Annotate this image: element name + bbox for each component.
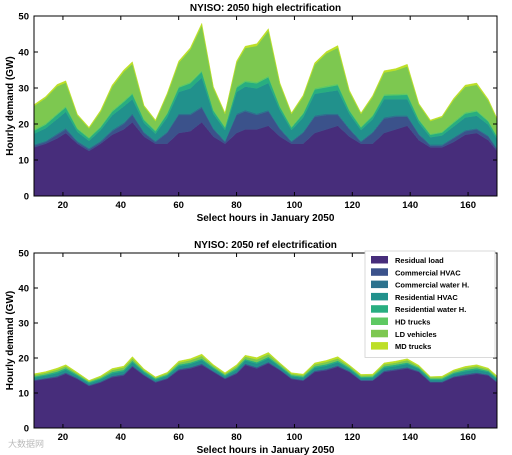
area-series-8 (34, 22, 497, 129)
y-axis-label: Hourly demand (GW) (5, 291, 16, 390)
y-tick-label: 10 (18, 389, 29, 400)
stacked-areas (34, 22, 497, 196)
chart-title: NYISO: 2050 ref electrification (194, 240, 337, 251)
x-tick-label: 60 (173, 432, 184, 443)
x-tick-label: 80 (231, 432, 242, 443)
plot-frame (33, 15, 498, 197)
legend-swatch (371, 268, 388, 276)
x-tick-label: 120 (344, 200, 360, 211)
legend-label: Commercial HVAC (395, 268, 461, 277)
chart-title: NYISO: 2050 high electrification (190, 3, 341, 14)
x-tick-label: 20 (58, 200, 69, 211)
x-tick-label: 160 (460, 200, 476, 211)
y-axis-label: Hourly demand (GW) (5, 56, 16, 155)
legend-label: HD trucks (395, 318, 430, 327)
x-axis-label: Select hours in January 2050 (197, 445, 335, 455)
y-tick-label: 40 (18, 48, 29, 59)
x-tick-label: 160 (460, 432, 476, 443)
watermark-text: 大数据网 (8, 440, 45, 450)
area-series-1 (34, 363, 497, 428)
legend-label: Residential HVAC (395, 293, 458, 302)
x-tick-label: 120 (344, 432, 360, 443)
legend-swatch (371, 292, 388, 301)
y-tick-label: 20 (18, 120, 29, 131)
stacked-areas (34, 352, 497, 428)
legend-swatch (371, 329, 388, 338)
x-tick-label: 100 (287, 432, 303, 443)
y-tick-label: 30 (18, 319, 29, 330)
x-tick-label: 20 (58, 432, 69, 443)
chart-panel-2: 20 40 60 80 100 120 140 160 0 10 20 30 40 50 NYISO: 20… (5, 240, 498, 455)
area-series-8 (34, 352, 497, 382)
y-tick-label: 10 (18, 156, 29, 167)
chart-panel-1: 20 40 60 80 100 120 140 160 0 10 20 30 40 50 NYISO: 20… (5, 3, 498, 224)
x-tick-label: 40 (116, 200, 127, 211)
legend-label: Residual load (395, 256, 444, 265)
y-tick-label: 0 (24, 192, 29, 203)
plot-frame (33, 252, 498, 429)
legend-swatch (371, 342, 388, 350)
x-tick-label: 80 (231, 200, 242, 211)
y-tick-label: 50 (18, 12, 29, 23)
legend-label: LD vehicles (395, 330, 437, 339)
y-tick-label: 0 (24, 424, 29, 435)
legend-label: Commercial water H. (395, 281, 469, 290)
x-tick-label: 40 (116, 432, 127, 443)
y-tick-label: 20 (18, 354, 29, 365)
x-tick-label: 140 (402, 432, 418, 443)
legend-swatch (371, 305, 388, 313)
legend-label: Residential water H. (395, 305, 466, 314)
legend-swatch (371, 256, 388, 264)
y-tick-label: 30 (18, 84, 29, 95)
x-tick-label: 100 (287, 200, 303, 211)
legend-label: MD trucks (395, 342, 431, 351)
x-tick-label: 140 (402, 200, 418, 211)
legend: Residual load Commercial HVAC Commercial w… (364, 250, 496, 358)
x-tick-label: 60 (173, 200, 184, 211)
legend-swatch (371, 280, 388, 289)
legend-swatch (371, 317, 388, 325)
x-axis-label: Select hours in January 2050 (197, 213, 335, 224)
y-tick-label: 50 (18, 249, 29, 260)
y-tick-label: 40 (18, 284, 29, 295)
